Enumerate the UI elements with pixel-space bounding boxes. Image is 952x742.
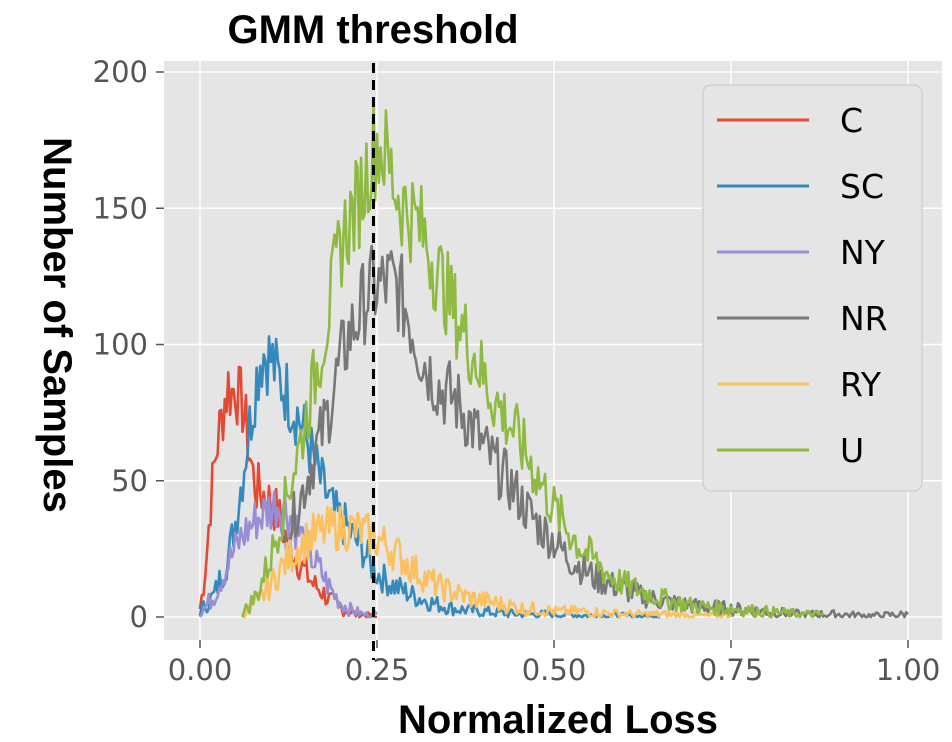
x-tick-label: 0.00 — [168, 653, 233, 687]
y-tick-label: 150 — [93, 191, 148, 225]
legend: C SC NY NR RY U — [702, 84, 923, 492]
series-line-ry — [241, 505, 732, 619]
x-axis-label: Normalized Loss — [398, 698, 718, 742]
y-tick-label: 100 — [93, 328, 148, 362]
series-lines — [198, 105, 909, 619]
chart-title: GMM threshold — [227, 8, 518, 52]
y-tick-label: 0 — [130, 600, 148, 634]
x-tick-label: 0.25 — [345, 653, 410, 687]
legend-label: NR — [840, 299, 888, 338]
series-line-u — [241, 105, 824, 619]
legend-label: SC — [840, 167, 884, 206]
y-tick-label: 200 — [93, 55, 148, 89]
series-line-sc — [198, 334, 661, 619]
y-tick-label: 50 — [111, 464, 148, 498]
x-tick-label: 0.50 — [522, 653, 587, 687]
x-tick-label: 0.75 — [699, 653, 764, 687]
axes: 0.00 0.25 0.50 0.75 1.00 0 50 100 150 200 — [93, 55, 941, 687]
legend-label: NY — [840, 233, 886, 272]
series-line-ny — [198, 490, 379, 619]
legend-label: C — [840, 101, 863, 140]
x-tick-label: 1.00 — [876, 653, 941, 687]
legend-label: RY — [840, 365, 882, 404]
legend-label: U — [840, 431, 864, 470]
legend-box — [702, 84, 923, 492]
y-axis-label: Number of Samples — [35, 137, 79, 513]
